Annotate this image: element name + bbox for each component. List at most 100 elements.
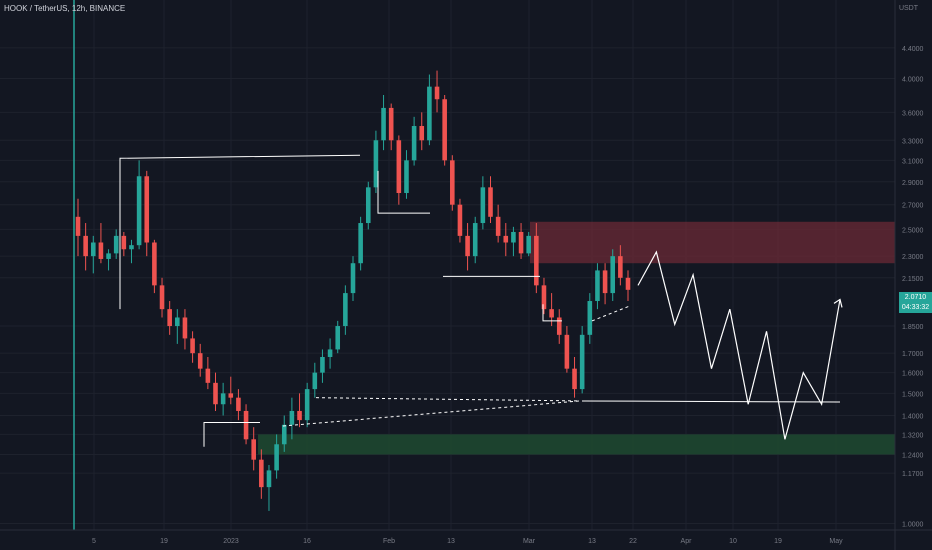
candle-body bbox=[534, 235, 539, 286]
candle-body bbox=[358, 223, 363, 264]
candle-body bbox=[556, 317, 562, 335]
candle-body bbox=[404, 160, 409, 194]
price-tick-label: 3.1000 bbox=[902, 158, 924, 165]
last-price-value: 2.0710 bbox=[904, 294, 927, 301]
candle-body bbox=[365, 187, 371, 224]
candle-body bbox=[243, 410, 249, 440]
small-box-line bbox=[542, 304, 562, 322]
candle-body bbox=[281, 424, 287, 445]
candle-body bbox=[511, 231, 516, 243]
candle-body bbox=[549, 309, 554, 318]
candle-body bbox=[488, 187, 493, 217]
swing-high-line bbox=[119, 154, 361, 310]
small-dashed-line bbox=[591, 305, 631, 322]
time-tick-label: 16 bbox=[303, 538, 311, 545]
price-tick-label: 1.7000 bbox=[902, 351, 924, 358]
currency-label: USDT bbox=[898, 5, 918, 12]
chart-title: HOOK / TetherUS, 12h, BINANCE bbox=[4, 4, 126, 13]
candle-body bbox=[213, 382, 218, 405]
candle-body bbox=[602, 270, 608, 294]
price-tick-label: 2.9000 bbox=[902, 180, 924, 187]
candle-body bbox=[480, 187, 486, 224]
range-low-line bbox=[377, 170, 430, 214]
time-tick-label: Mar bbox=[523, 538, 536, 545]
candle-body bbox=[610, 256, 616, 294]
candle-body bbox=[381, 107, 386, 141]
price-tick-label: 3.6000 bbox=[902, 110, 924, 117]
candle-body bbox=[595, 270, 600, 302]
candle-body bbox=[259, 459, 264, 488]
candle-body bbox=[167, 309, 172, 327]
candle-body bbox=[327, 349, 333, 357]
time-tick-label: 13 bbox=[588, 538, 596, 545]
time-tick-label: 13 bbox=[447, 538, 455, 545]
candle-body bbox=[129, 245, 134, 250]
candle-body bbox=[350, 263, 356, 294]
dashed-trendline bbox=[282, 400, 581, 427]
price-tick-label: 2.1500 bbox=[902, 276, 924, 283]
candle-body bbox=[236, 397, 241, 411]
candle-body bbox=[136, 176, 142, 246]
price-tick-label: 1.3200 bbox=[902, 432, 924, 439]
time-tick-label: 19 bbox=[160, 538, 168, 545]
candle-body bbox=[419, 126, 425, 141]
price-tick-label: 2.5000 bbox=[902, 227, 924, 234]
price-tick-label: 3.3000 bbox=[902, 138, 924, 145]
time-tick-label: 5 bbox=[92, 538, 96, 545]
time-tick-label: Feb bbox=[383, 538, 395, 545]
price-tick-label: 4.4000 bbox=[902, 46, 924, 53]
price-tick-label: 1.6000 bbox=[902, 371, 924, 378]
candle-body bbox=[450, 160, 455, 205]
candle-body bbox=[83, 235, 88, 257]
candle-body bbox=[228, 393, 234, 398]
target-support-line bbox=[581, 400, 841, 403]
support-zone bbox=[258, 434, 895, 455]
price-tick-label: 1.4000 bbox=[902, 414, 924, 421]
candle-body bbox=[564, 334, 570, 369]
candle-body bbox=[427, 86, 432, 141]
candle-body bbox=[541, 285, 547, 310]
candle-body bbox=[121, 235, 127, 250]
candle-body bbox=[98, 242, 104, 259]
candle-body bbox=[579, 334, 585, 390]
candle-body bbox=[526, 235, 531, 254]
price-axis-panel bbox=[895, 0, 932, 550]
candle-body bbox=[75, 216, 81, 236]
time-tick-label: May bbox=[829, 538, 843, 545]
price-tick-label: 2.3000 bbox=[902, 254, 924, 261]
candle-body bbox=[297, 410, 302, 421]
projection-path bbox=[637, 250, 841, 440]
candle-body bbox=[220, 393, 226, 405]
candle-body bbox=[503, 235, 509, 243]
candle-body bbox=[190, 338, 195, 354]
candle-body bbox=[144, 176, 150, 243]
candle-body bbox=[182, 317, 188, 339]
candle-body bbox=[312, 372, 318, 390]
time-tick-label: 2023 bbox=[223, 538, 239, 545]
candle-body bbox=[197, 353, 203, 369]
candle-body bbox=[373, 140, 379, 188]
time-tick-label: 22 bbox=[629, 538, 637, 545]
candle-body bbox=[472, 223, 478, 257]
candle-body bbox=[465, 235, 470, 257]
price-tick-label: 1.1700 bbox=[902, 471, 924, 478]
candle-body bbox=[320, 356, 325, 373]
time-tick-label: 10 bbox=[729, 538, 737, 545]
candle-body bbox=[159, 285, 165, 310]
dashed-support bbox=[315, 397, 581, 402]
candle-body bbox=[388, 107, 394, 141]
price-tick-label: 1.8500 bbox=[902, 324, 924, 331]
candle-body bbox=[274, 444, 279, 471]
price-tick-label: 4.0000 bbox=[902, 77, 924, 84]
candle-body bbox=[434, 86, 440, 100]
countdown-timer: 04:33:32 bbox=[901, 304, 930, 311]
candle-body bbox=[113, 235, 119, 254]
time-tick-label: Apr bbox=[681, 538, 693, 545]
candle-body bbox=[205, 368, 211, 383]
candle-body bbox=[396, 140, 402, 194]
candle-body bbox=[518, 231, 524, 254]
candle-body bbox=[304, 389, 310, 421]
price-tick-label: 1.0000 bbox=[902, 522, 924, 529]
